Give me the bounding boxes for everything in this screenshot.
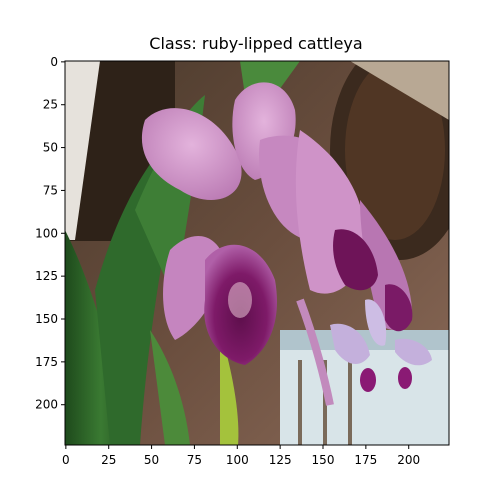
axes-frame: [64, 60, 450, 446]
y-tick-label: 25: [43, 98, 58, 112]
x-tick-label: 75: [187, 453, 202, 467]
chart-title: Class: ruby-lipped cattleya: [149, 34, 363, 53]
x-tick-label: 50: [144, 453, 159, 467]
y-axis: 0 25 50 75 100 125 150 175 200: [35, 55, 65, 412]
x-tick-label: 100: [226, 453, 249, 467]
y-tick-label: 100: [35, 226, 58, 240]
y-tick-label: 200: [35, 398, 58, 412]
orchid-photo: [65, 61, 449, 445]
y-tick-label: 175: [35, 355, 58, 369]
x-tick-label: 125: [269, 453, 292, 467]
x-tick-label: 25: [101, 453, 116, 467]
y-tick-label: 0: [50, 55, 58, 69]
x-tick-label: 175: [354, 453, 377, 467]
x-tick-label: 0: [62, 453, 70, 467]
y-tick-label: 75: [43, 183, 58, 197]
x-tick-label: 200: [397, 453, 420, 467]
x-axis: 0 25 50 75 100 125 150 175 200: [62, 445, 420, 467]
y-tick-label: 150: [35, 312, 58, 326]
x-tick-label: 150: [312, 453, 335, 467]
y-tick-label: 50: [43, 141, 58, 155]
y-tick-label: 125: [35, 269, 58, 283]
